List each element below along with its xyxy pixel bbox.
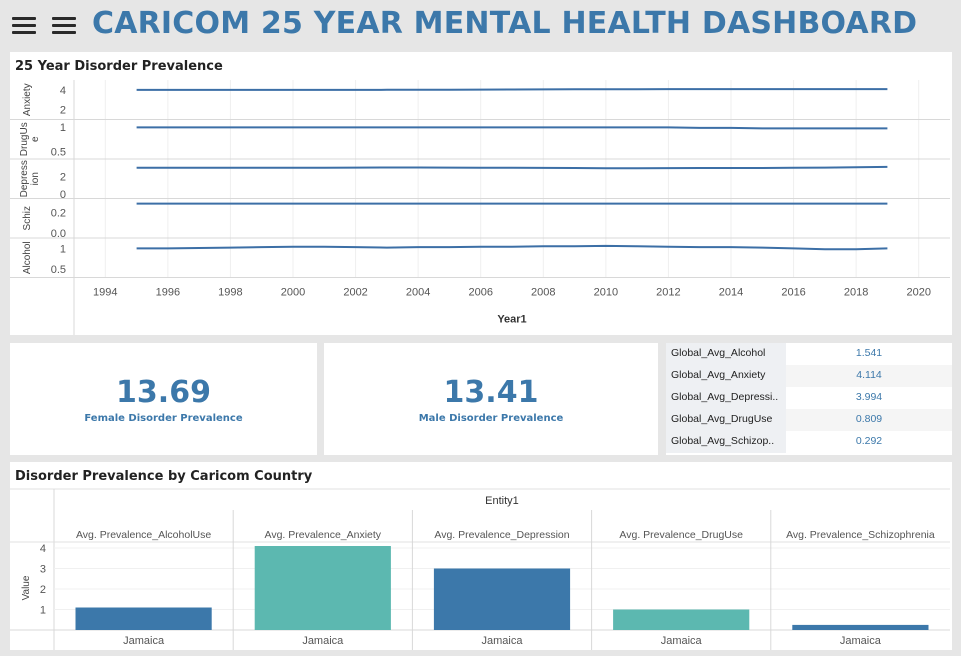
y-tick-label: 0.2 bbox=[51, 208, 66, 220]
line-chart-title: 25 Year Disorder Prevalence bbox=[15, 59, 223, 74]
y-tick-label: 0.0 bbox=[51, 228, 66, 240]
row-label: Anxiety bbox=[22, 83, 33, 116]
table-cell-name: Global_Avg_Depressi.. bbox=[666, 387, 786, 409]
bar-chart: Entity1 1 2 3 4 Value Avg. Prevalence_AlcoholU… bbox=[10, 488, 950, 650]
bar bbox=[613, 609, 750, 630]
x-tick-label: 2000 bbox=[281, 287, 305, 299]
table-row[interactable]: Global_Avg_Schizop.. 0.292 bbox=[666, 431, 952, 453]
male-kpi-label: Male Disorder Prevalence bbox=[418, 413, 564, 424]
dashboard-header: CARICOM 25 YEAR MENTAL HEALTH DASHBOARD bbox=[0, 0, 961, 50]
y-tick-label: 1 bbox=[60, 243, 66, 255]
male-kpi-value: 13.41 bbox=[443, 375, 539, 410]
series-header: Avg. Prevalence_Anxiety bbox=[265, 529, 382, 541]
global-average-table: Global_Avg_Alcohol 1.541 Global_Avg_Anxi… bbox=[666, 343, 952, 455]
table-cell-value: 4.114 bbox=[786, 365, 952, 387]
y-tick-label: 4 bbox=[60, 85, 66, 97]
bar-chart-panel: Disorder Prevalence by Caricom Country E… bbox=[10, 462, 952, 650]
series-header: Avg. Prevalence_Schizophrenia bbox=[786, 529, 935, 541]
table-row[interactable]: Global_Avg_Depressi.. 3.994 bbox=[666, 387, 952, 409]
menu-icon[interactable] bbox=[52, 17, 76, 35]
male-kpi-card: 13.41 Male Disorder Prevalence bbox=[324, 343, 658, 455]
y-tick-label: 0.5 bbox=[51, 264, 66, 276]
series-line bbox=[136, 88, 888, 91]
x-tick-label: 2016 bbox=[781, 287, 805, 299]
bar-chart-title: Disorder Prevalence by Caricom Country bbox=[15, 469, 313, 484]
table-cell-name: Global_Avg_Alcohol bbox=[666, 343, 786, 365]
series-header: Avg. Prevalence_DrugUse bbox=[619, 529, 743, 541]
table-cell-value: 1.541 bbox=[855, 347, 883, 359]
series-line bbox=[136, 244, 888, 251]
row-label-line: ion bbox=[30, 172, 41, 185]
female-kpi-value: 13.69 bbox=[116, 375, 211, 410]
x-axis-title: Year1 bbox=[497, 314, 526, 326]
bar bbox=[254, 546, 391, 630]
category-label: Jamaica bbox=[840, 635, 882, 647]
row-label: DrugUse bbox=[19, 122, 41, 156]
bar bbox=[792, 624, 929, 630]
y-tick-label: 1 bbox=[60, 122, 66, 134]
line-chart-panel: 25 Year Disorder Prevalence 4 2 Anxiety 1 0.… bbox=[10, 52, 952, 335]
table-cell-name: Global_Avg_Schizop.. bbox=[666, 431, 786, 453]
bar bbox=[75, 607, 212, 630]
y-tick-label: 3 bbox=[40, 564, 46, 576]
x-tick-label: 1994 bbox=[93, 287, 117, 299]
line-chart: 4 2 Anxiety 1 0.5 DrugUse 2 0 Depression 0.2 0.0 Sc… bbox=[10, 80, 950, 335]
table-cell-value: 0.292 bbox=[855, 435, 883, 447]
x-tick-label: 2008 bbox=[531, 287, 555, 299]
table-row[interactable]: Global_Avg_Alcohol 1.541 bbox=[666, 343, 952, 365]
dashboard-title: CARICOM 25 YEAR MENTAL HEALTH DASHBOARD bbox=[92, 6, 918, 41]
x-tick-label: 1998 bbox=[218, 287, 242, 299]
y-tick-label: 0.5 bbox=[51, 147, 66, 159]
x-tick-label: 2014 bbox=[719, 287, 743, 299]
category-label: Jamaica bbox=[123, 635, 165, 647]
female-kpi-label: Female Disorder Prevalence bbox=[84, 413, 243, 424]
x-tick-label: 2020 bbox=[906, 287, 930, 299]
x-tick-label: 1996 bbox=[156, 287, 180, 299]
category-label: Jamaica bbox=[482, 635, 524, 647]
x-tick-label: 2018 bbox=[844, 287, 868, 299]
menu-icon[interactable] bbox=[12, 17, 36, 35]
series-line bbox=[136, 165, 888, 170]
x-tick-label: 2012 bbox=[656, 287, 680, 299]
table-cell-name: Global_Avg_DrugUse bbox=[666, 409, 786, 431]
y-tick-label: 2 bbox=[40, 584, 46, 596]
table-row[interactable]: Global_Avg_Anxiety 4.114 bbox=[666, 365, 952, 387]
y-tick-label: 2 bbox=[60, 172, 66, 184]
row-label-line: Anxiety bbox=[22, 83, 33, 116]
row-label-line: DrugUs bbox=[19, 122, 30, 156]
row-label-line: e bbox=[30, 136, 41, 142]
series-header: Avg. Prevalence_AlcoholUse bbox=[76, 529, 211, 541]
x-tick-label: 2002 bbox=[343, 287, 367, 299]
row-label-line: Schiz bbox=[22, 206, 33, 230]
y-tick-label: 4 bbox=[40, 543, 46, 555]
row-label: Alcohol bbox=[22, 241, 33, 274]
female-kpi-card: 13.69 Female Disorder Prevalence bbox=[10, 343, 317, 455]
row-label-line: Depress bbox=[19, 160, 30, 197]
table-row[interactable]: Global_Avg_DrugUse 0.809 bbox=[666, 409, 952, 431]
table-cell-value: 0.809 bbox=[786, 409, 952, 431]
bar bbox=[433, 568, 571, 630]
category-label: Jamaica bbox=[661, 635, 703, 647]
y-tick-label: 2 bbox=[60, 105, 66, 117]
row-label-line: Alcohol bbox=[22, 241, 33, 274]
series-line bbox=[136, 126, 888, 130]
table-cell-name: Global_Avg_Anxiety bbox=[666, 365, 786, 387]
x-tick-label: 2006 bbox=[468, 287, 492, 299]
facet-label: Entity1 bbox=[485, 495, 519, 507]
series-header: Avg. Prevalence_Depression bbox=[434, 529, 569, 541]
y-tick-label: 1 bbox=[40, 605, 46, 617]
row-label: Schiz bbox=[22, 206, 33, 230]
x-tick-label: 2010 bbox=[594, 287, 618, 299]
category-label: Jamaica bbox=[302, 635, 344, 647]
table-cell-value: 3.994 bbox=[855, 391, 883, 403]
row-label: Depression bbox=[19, 160, 41, 197]
x-tick-label: 2004 bbox=[406, 287, 430, 299]
y-tick-label: 0 bbox=[60, 189, 66, 201]
y-axis-title: Value bbox=[21, 575, 32, 600]
